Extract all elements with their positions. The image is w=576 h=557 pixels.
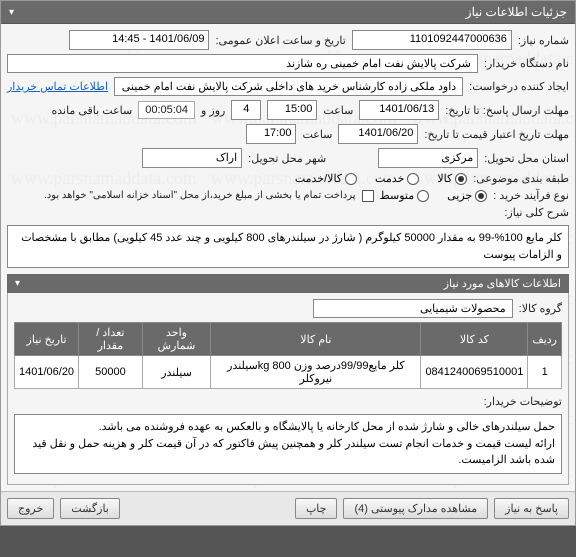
req-no-label: شماره نیاز:: [518, 34, 569, 47]
category-radio-group: کالا خدمت کالا/خدمت: [295, 172, 467, 185]
items-header-bar: اطلاعات کالاهای مورد نیاز ▾: [7, 274, 569, 293]
deadline-time-field: 15:00: [267, 100, 317, 120]
deadline-time-label: ساعت: [323, 104, 353, 117]
table-cell: 1401/06/20: [15, 356, 79, 389]
pt-medium-radio[interactable]: متوسط: [380, 189, 430, 202]
radio-icon: [475, 190, 487, 202]
table-cell: 1: [528, 356, 562, 389]
back-button[interactable]: بازگشت: [60, 498, 120, 519]
pt-partial-radio[interactable]: جزیی: [447, 189, 487, 202]
validity-label: مهلت تاریخ اعتبار قیمت تا تاریخ:: [424, 128, 569, 141]
items-header-title: اطلاعات کالاهای مورد نیاز: [444, 277, 561, 290]
table-header: تعداد / مقدار: [79, 323, 143, 356]
purchase-type-label: نوع فرآیند خرید :: [493, 189, 569, 202]
desc-label: شرح کلی نیاز:: [489, 206, 569, 219]
city-field: اراک: [142, 148, 242, 168]
pay-note: پرداخت تمام یا بخشی از مبلغ خرید،از محل …: [44, 190, 356, 201]
cat-goods-radio[interactable]: کالا: [437, 172, 467, 185]
desc-field: کلر مایع 100%-99 به مقدار 50000 کیلوگرم …: [7, 225, 569, 268]
day-label: روز و: [201, 104, 225, 117]
radio-icon: [345, 173, 357, 185]
city-label: شهر محل تحویل:: [248, 152, 326, 165]
exit-button[interactable]: خروج: [7, 498, 54, 519]
requester-label: ایجاد کننده درخواست:: [469, 80, 569, 93]
buyer-notes-field: حمل سیلندرهای خالی و شارژ شده از محل کار…: [14, 414, 562, 474]
table-cell: 50000: [79, 356, 143, 389]
buyer-notes-label: توضیحات خریدار:: [472, 395, 562, 408]
table-header: تاریخ نیاز: [15, 323, 79, 356]
form-body: شماره نیاز: 1101092447000636 تاریخ و ساع…: [1, 24, 575, 491]
req-no-field: 1101092447000636: [352, 30, 512, 50]
table-cell: سیلندر: [142, 356, 211, 389]
treasury-checkbox[interactable]: [362, 190, 374, 202]
radio-icon: [417, 190, 429, 202]
validity-time-label: ساعت: [302, 128, 332, 141]
org-field: شرکت پالایش نفت امام خمینی ره شازند: [7, 54, 478, 73]
province-label: استان محل تحویل:: [484, 152, 569, 165]
days-field: 4: [231, 100, 261, 120]
pub-dt-field: 1401/06/09 - 14:45: [69, 30, 209, 50]
group-label: گروه کالا:: [519, 302, 562, 315]
radio-icon: [407, 173, 419, 185]
pub-dt-label: تاریخ و ساعت اعلان عمومی:: [215, 34, 345, 47]
remain-label: ساعت باقی مانده: [51, 104, 132, 117]
details-panel: جزئیات اطلاعات نیاز ▾ شماره نیاز: 110109…: [0, 0, 576, 526]
table-header: کد کالا: [421, 323, 528, 356]
deadline-label: مهلت ارسال پاسخ: تا تاریخ:: [445, 104, 569, 117]
deadline-date-field: 1401/06/13: [359, 100, 439, 120]
table-header: نام کالا: [211, 323, 421, 356]
collapse-icon[interactable]: ▾: [9, 7, 14, 18]
table-header: ردیف: [528, 323, 562, 356]
table-cell: کلر مایع99/99درصد وزن kg 800سیلندر نیروک…: [211, 356, 421, 389]
collapse-icon[interactable]: ▾: [15, 278, 20, 289]
table-row[interactable]: 10841240069510001کلر مایع99/99درصد وزن k…: [15, 356, 562, 389]
footer-toolbar: پاسخ به نیاز مشاهده مدارک پیوستی (4) چاپ…: [1, 491, 575, 525]
table-cell: 0841240069510001: [421, 356, 528, 389]
validity-date-field: 1401/06/20: [338, 124, 418, 144]
org-label: نام دستگاه خریدار:: [484, 57, 569, 70]
reply-button[interactable]: پاسخ به نیاز: [494, 498, 569, 519]
contact-link[interactable]: اطلاعات تماس خریدار: [7, 80, 108, 93]
cat-both-radio[interactable]: کالا/خدمت: [295, 172, 357, 185]
group-field: محصولات شیمیایی: [313, 299, 513, 318]
print-button[interactable]: چاپ: [295, 498, 338, 519]
attachments-button[interactable]: مشاهده مدارک پیوستی (4): [343, 498, 488, 519]
panel-title: جزئیات اطلاعات نیاز: [466, 5, 567, 19]
validity-time-field: 17:00: [246, 124, 296, 144]
panel-header: جزئیات اطلاعات نیاز ▾: [1, 1, 575, 24]
category-label: طبقه بندی موضوعی:: [473, 172, 569, 185]
cat-service-radio[interactable]: خدمت: [375, 172, 419, 185]
table-header: واحد شمارش: [142, 323, 211, 356]
radio-icon: [455, 173, 467, 185]
purchase-type-group: جزیی متوسط: [380, 189, 488, 202]
countdown-timer: 00:05:04: [138, 101, 195, 119]
items-table: ردیفکد کالانام کالاواحد شمارشتعداد / مقد…: [14, 322, 562, 389]
requester-field: داود ملکی زاده کارشناس خرید های داخلی شر…: [114, 77, 463, 96]
province-field: مرکزی: [378, 148, 478, 168]
